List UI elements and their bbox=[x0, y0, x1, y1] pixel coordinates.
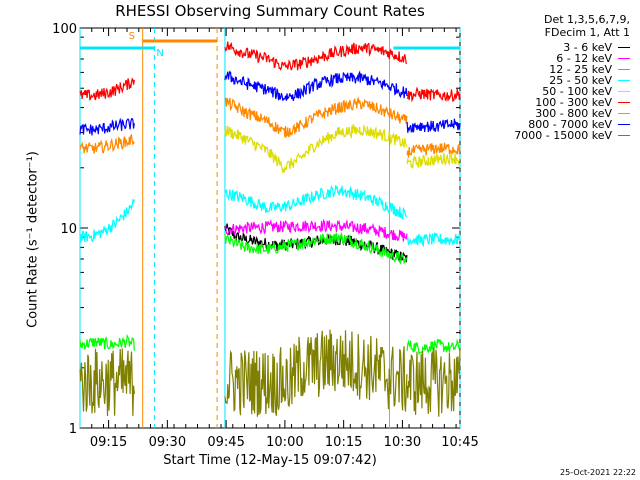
series-line-4 bbox=[224, 123, 408, 173]
x-tick-label: 09:45 bbox=[207, 435, 244, 450]
x-tick-label: 09:15 bbox=[90, 435, 127, 450]
series-line-8 bbox=[406, 347, 461, 417]
series-line-4 bbox=[406, 151, 461, 170]
flag-label: S bbox=[129, 31, 135, 42]
series-line-5 bbox=[224, 41, 407, 72]
legend-entry-label: 3 - 6 keV bbox=[563, 41, 612, 54]
legend-entry: 800 - 7000 keV bbox=[528, 118, 630, 131]
legend-entry-label: 25 - 50 keV bbox=[549, 74, 612, 87]
legend-entry-label: 50 - 100 keV bbox=[542, 85, 612, 98]
flag-label: N bbox=[156, 48, 163, 59]
x-tick-label: 10:15 bbox=[325, 435, 362, 450]
series-line-2 bbox=[224, 231, 408, 265]
legend-entry: 25 - 50 keV bbox=[549, 74, 630, 87]
legend-swatch bbox=[618, 91, 630, 92]
legend-entry-label: 100 - 300 keV bbox=[535, 96, 612, 109]
series-line-8 bbox=[224, 329, 408, 417]
legend-entry-label: 800 - 7000 keV bbox=[528, 118, 612, 131]
y-tick-label: 10 bbox=[60, 222, 77, 237]
legend-entry: 7000 - 15000 keV bbox=[514, 129, 630, 142]
series-line-6 bbox=[224, 96, 408, 138]
legend-swatch bbox=[618, 135, 630, 136]
legend-swatch bbox=[618, 80, 630, 81]
series-line-1 bbox=[224, 218, 408, 242]
x-axis-label: Start Time (12-May-15 09:07:42) bbox=[163, 453, 377, 468]
legend-entry: 6 - 12 keV bbox=[556, 52, 630, 65]
series-line-6 bbox=[79, 133, 135, 154]
series-line-6 bbox=[406, 142, 461, 158]
legend-swatch bbox=[618, 113, 630, 114]
legend-entry: 300 - 800 keV bbox=[535, 107, 630, 120]
legend-entry-label: 12 - 25 keV bbox=[549, 63, 612, 76]
x-tick-label: 10:00 bbox=[266, 435, 303, 450]
series-line-5 bbox=[406, 86, 461, 103]
legend-entry: 100 - 300 keV bbox=[535, 96, 630, 109]
legend-swatch bbox=[618, 47, 630, 48]
x-tick-label: 09:30 bbox=[149, 435, 186, 450]
legend-entry-label: 7000 - 15000 keV bbox=[514, 129, 612, 142]
legend-swatch bbox=[618, 124, 630, 125]
legend-entry: 12 - 25 keV bbox=[549, 63, 630, 76]
legend-swatch bbox=[618, 58, 630, 59]
series-line-5 bbox=[79, 77, 135, 101]
render-timestamp: 25-Oct-2021 22:22 bbox=[560, 468, 636, 477]
series-line-3 bbox=[406, 232, 461, 248]
legend-entry: 50 - 100 keV bbox=[542, 85, 630, 98]
legend-header-line: FDecim 1, Att 1 bbox=[544, 26, 630, 39]
legend-entry-label: 6 - 12 keV bbox=[556, 52, 612, 65]
legend-header-line: Det 1,3,5,6,7,9, bbox=[543, 13, 630, 26]
x-tick-label: 10:45 bbox=[441, 435, 478, 450]
legend-swatch bbox=[618, 69, 630, 70]
series-line-3 bbox=[79, 198, 135, 243]
y-tick-label: 100 bbox=[52, 22, 77, 37]
series-line-7 bbox=[406, 118, 461, 133]
series-line-8 bbox=[79, 348, 135, 417]
series-line-2 bbox=[79, 333, 135, 351]
series-line-3 bbox=[224, 184, 407, 220]
series-line-7 bbox=[79, 117, 135, 136]
chart-title: RHESSI Observing Summary Count Rates bbox=[115, 2, 425, 20]
series-line-7 bbox=[224, 70, 408, 101]
y-tick-label: 1 bbox=[69, 422, 77, 437]
legend-swatch bbox=[618, 102, 630, 103]
legend-entry-label: 300 - 800 keV bbox=[535, 107, 612, 120]
legend-entry: 3 - 6 keV bbox=[563, 41, 630, 54]
x-tick-label: 10:30 bbox=[384, 435, 421, 450]
